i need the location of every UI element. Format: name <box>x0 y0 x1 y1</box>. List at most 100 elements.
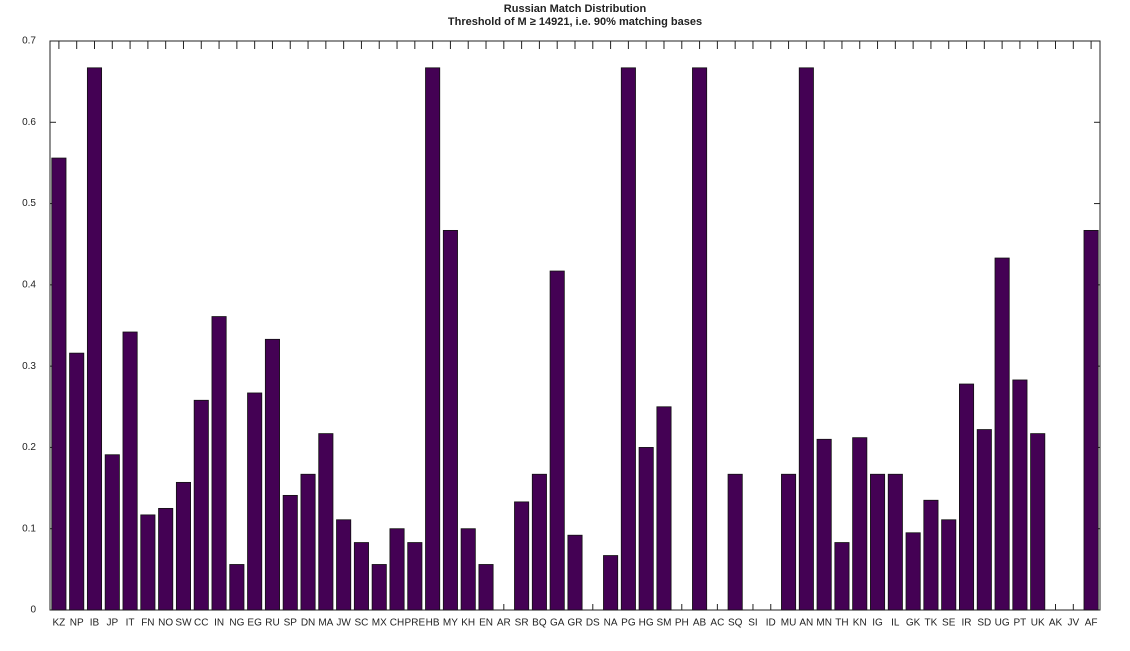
bar <box>656 406 672 611</box>
x-tick-label: MU <box>781 618 797 629</box>
x-tick-label: JW <box>336 618 351 629</box>
x-tick-label: DS <box>586 618 600 629</box>
x-tick-label: AK <box>1049 618 1063 629</box>
bar <box>976 429 992 611</box>
x-tick-label: KH <box>461 618 475 629</box>
x-tick-label: EN <box>479 618 493 629</box>
x-tick-label: AB <box>693 618 707 629</box>
bar <box>389 528 405 611</box>
x-tick-label: MA <box>318 618 333 629</box>
x-tick-label: TK <box>925 618 938 629</box>
bar <box>887 473 903 611</box>
x-tick-label: SD <box>977 618 991 629</box>
x-tick-label: AC <box>710 618 724 629</box>
bar <box>923 499 939 611</box>
bar <box>425 67 441 611</box>
bar <box>549 270 565 611</box>
x-tick-label: UG <box>995 618 1010 629</box>
bar <box>994 257 1010 611</box>
bar <box>336 519 352 611</box>
x-tick-label: SR <box>515 618 529 629</box>
x-tick-label: EG <box>247 618 262 629</box>
x-tick-label: GA <box>550 618 565 629</box>
x-tick-label: GR <box>568 618 583 629</box>
bar <box>371 564 387 611</box>
x-tick-label: NA <box>604 618 618 629</box>
x-tick-label: PH <box>675 618 689 629</box>
x-tick-label: IG <box>872 618 883 629</box>
x-tick-label: AN <box>799 618 813 629</box>
x-tick-label: JV <box>1067 618 1079 629</box>
x-tick-label: KN <box>853 618 867 629</box>
x-tick-label: SI <box>748 618 757 629</box>
bar <box>264 338 280 611</box>
x-tick-label: IL <box>891 618 900 629</box>
bar <box>407 542 423 611</box>
x-tick-label: RU <box>265 618 279 629</box>
bar <box>567 534 583 611</box>
x-tick-label: DN <box>301 618 315 629</box>
bar <box>959 383 975 611</box>
x-tick-label: SM <box>656 618 671 629</box>
bar <box>69 352 85 611</box>
bar <box>442 229 458 611</box>
bar <box>300 473 316 611</box>
x-tick-label: PRE <box>405 618 426 629</box>
bar <box>834 542 850 611</box>
bar <box>86 67 103 611</box>
bar <box>211 316 227 611</box>
bar <box>104 454 120 611</box>
y-tick-label: 0 <box>30 605 36 616</box>
bar <box>531 473 547 611</box>
bar <box>175 481 191 611</box>
x-tick-label: MY <box>443 618 458 629</box>
chart-subtitle: Threshold of M ≥ 14921, i.e. 90% matchin… <box>448 16 702 28</box>
bar <box>1083 229 1099 611</box>
y-tick-label: 0.1 <box>22 523 36 534</box>
x-tick-label: AR <box>497 618 511 629</box>
x-tick-label: IT <box>126 618 135 629</box>
x-tick-label: CH <box>390 618 404 629</box>
bar <box>798 67 814 611</box>
x-tick-label: IB <box>90 618 100 629</box>
x-tick-label: SQ <box>728 618 743 629</box>
bar <box>870 473 886 611</box>
x-tick-label: MN <box>816 618 832 629</box>
x-tick-label: SP <box>284 618 298 629</box>
bar <box>941 519 957 611</box>
bar <box>603 555 619 611</box>
bar <box>478 564 494 611</box>
y-tick-label: 0.5 <box>22 198 36 209</box>
x-tick-label: SW <box>175 618 192 629</box>
bar <box>781 473 797 611</box>
x-tick-label: IR <box>962 618 972 629</box>
bar <box>852 437 868 611</box>
x-tick-label: SC <box>354 618 368 629</box>
x-tick-label: PG <box>621 618 636 629</box>
x-tick-label: PT <box>1014 618 1027 629</box>
bar <box>353 542 369 611</box>
x-tick-label: KZ <box>53 618 66 629</box>
y-tick-label: 0.7 <box>22 36 36 47</box>
chart-title: Russian Match Distribution <box>504 3 647 15</box>
bar <box>1012 379 1028 611</box>
x-tick-label: BQ <box>532 618 547 629</box>
y-tick-label: 0.4 <box>22 279 36 290</box>
bar <box>158 507 174 611</box>
bar <box>247 392 263 611</box>
bar <box>1030 433 1046 611</box>
bar <box>193 399 209 611</box>
bar <box>514 501 530 611</box>
x-tick-label: FN <box>141 618 154 629</box>
y-tick-label: 0.2 <box>22 442 36 453</box>
x-tick-label: AF <box>1085 618 1098 629</box>
bar <box>638 447 654 611</box>
x-tick-label: JP <box>106 618 118 629</box>
x-tick-label: IN <box>214 618 224 629</box>
bar <box>282 494 298 611</box>
x-tick-label: HB <box>426 618 440 629</box>
x-tick-label: NO <box>158 618 173 629</box>
x-tick-label: NP <box>70 618 84 629</box>
x-tick-label: ID <box>766 618 776 629</box>
